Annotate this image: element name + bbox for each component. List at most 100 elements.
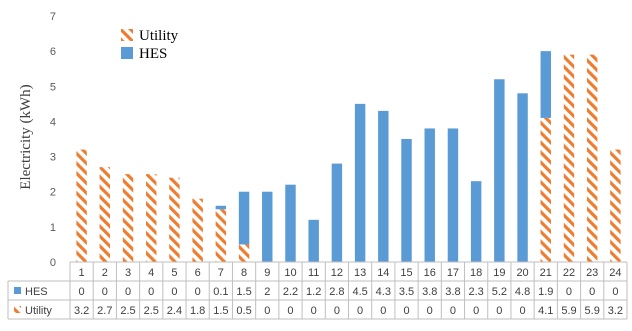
table-cell: 4.8 [515, 286, 530, 298]
table-cell: 3.2 [608, 305, 623, 317]
table-cell: 0 [357, 305, 363, 317]
x-tick-label: 8 [241, 267, 247, 279]
bar-utility [610, 149, 621, 262]
x-tick-label: 21 [540, 267, 552, 279]
x-tick-label: 5 [171, 267, 177, 279]
x-tick-label: 23 [586, 267, 598, 279]
x-tick-label: 24 [609, 267, 621, 279]
table-cell: 0 [171, 286, 177, 298]
bar-hes [331, 163, 343, 262]
table-legend-key-utility [14, 306, 21, 313]
table-cell: 3.8 [445, 286, 460, 298]
table-cell: 4.5 [352, 286, 367, 298]
bar-hes [215, 205, 227, 210]
y-tick-label: 5 [50, 81, 56, 93]
table-cell: 0 [380, 305, 386, 317]
x-tick-label: 15 [400, 267, 412, 279]
table-cell: 2 [264, 286, 270, 298]
table-cell: 0 [612, 286, 618, 298]
y-axis-ticks: 0 1 2 3 4 5 6 7 [50, 11, 56, 269]
x-tick-label: 3 [125, 267, 131, 279]
table-cell: 0.5 [236, 305, 251, 317]
bar-hes [354, 103, 366, 262]
legend-swatch-utility [121, 29, 133, 41]
bar-hes [540, 51, 551, 118]
table-cell: 2.4 [167, 305, 182, 317]
table-cell: 0 [450, 305, 456, 317]
table-cell: 0 [311, 305, 317, 317]
table-cell: 0 [589, 286, 595, 298]
table-cell: 2.5 [120, 305, 135, 317]
y-tick-label: 0 [50, 257, 56, 269]
table-cell: 3.8 [422, 286, 437, 298]
x-tick-label: 22 [563, 267, 575, 279]
bar-utility [146, 174, 157, 262]
bar-hes [308, 219, 319, 262]
x-tick-label: 2 [102, 267, 108, 279]
y-tick-label: 2 [50, 187, 56, 199]
bar-hes [424, 128, 435, 262]
bar-utility [238, 244, 250, 262]
bars [76, 51, 621, 263]
x-tick-label: 1 [79, 267, 85, 279]
table-cell: 0 [287, 305, 293, 317]
table-row-label: Utility [25, 305, 52, 317]
x-tick-label: 9 [264, 267, 270, 279]
table-cell: 0 [334, 305, 340, 317]
x-tick-label: 16 [424, 267, 436, 279]
table-cell: 2.7 [97, 305, 112, 317]
x-tick-label: 12 [331, 267, 343, 279]
legend: Utility HES [121, 28, 179, 62]
bar-utility [76, 149, 87, 262]
x-tick-label: 14 [377, 267, 389, 279]
legend-swatch-hes [121, 47, 133, 59]
table-cell: 4.1 [538, 305, 553, 317]
y-tick-label: 7 [50, 11, 56, 23]
table-cell: 1.2 [306, 286, 321, 298]
x-tick-label: 20 [516, 267, 528, 279]
table-cell: 0 [148, 286, 154, 298]
table-cell: 0 [79, 286, 85, 298]
table-cell: 0 [195, 286, 201, 298]
bar-hes [238, 191, 250, 245]
table-cell: 2.5 [144, 305, 159, 317]
x-tick-label: 7 [218, 267, 224, 279]
table-cell: 0 [566, 286, 572, 298]
table-row-label: HES [25, 286, 48, 298]
bar-utility [192, 198, 203, 262]
bar-utility [122, 174, 134, 262]
bar-utility [586, 54, 598, 263]
y-tick-label: 3 [50, 152, 56, 164]
bar-utility [169, 177, 180, 262]
y-tick-label: 6 [50, 46, 56, 58]
bar-hes [447, 128, 459, 262]
x-tick-label: 17 [447, 267, 459, 279]
table-cell: 0 [520, 305, 526, 317]
table-cell: 0 [403, 305, 409, 317]
legend-label-hes: HES [139, 46, 167, 62]
y-tick-label: 1 [50, 222, 56, 234]
table-cell: 5.9 [561, 305, 576, 317]
y-axis-label: Electricity (kWh) [18, 84, 34, 189]
x-tick-label: 4 [148, 267, 154, 279]
legend-label-utility: Utility [139, 28, 179, 44]
bar-utility [99, 167, 111, 262]
bar-hes [285, 184, 296, 262]
bar-hes [378, 110, 389, 262]
table-cell: 2.2 [283, 286, 298, 298]
x-tick-label: 11 [308, 267, 319, 279]
table-cell: 5.2 [492, 286, 507, 298]
y-tick-label: 4 [50, 116, 56, 128]
table-cell: 1.8 [190, 305, 205, 317]
bar-hes [470, 181, 482, 262]
x-tick-label: 19 [493, 267, 505, 279]
bar-hes [494, 79, 505, 262]
table-legend-key-hes [14, 287, 21, 294]
bar-utility [563, 54, 575, 263]
table-cell: 1.5 [236, 286, 251, 298]
table-cell: 2.8 [329, 286, 344, 298]
table-cell: 0 [125, 286, 131, 298]
table-cell: 1.5 [213, 305, 228, 317]
table-cell: 0.1 [213, 286, 228, 298]
